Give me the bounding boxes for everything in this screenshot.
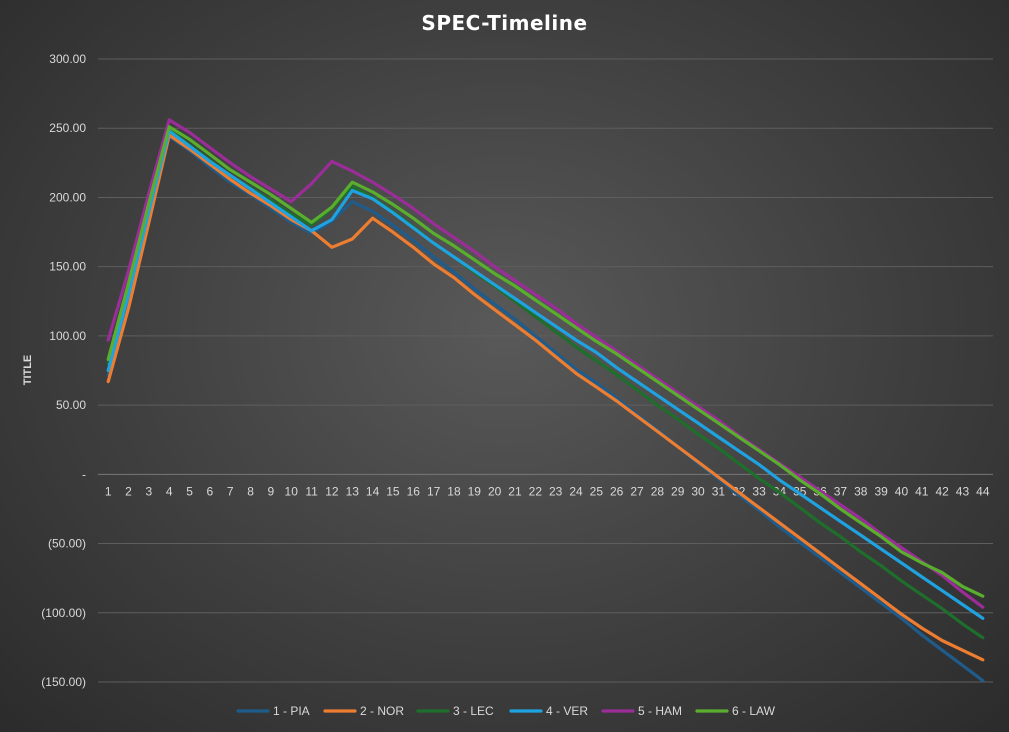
x-tick-label: 33 bbox=[752, 484, 766, 498]
x-tick-label: 4 bbox=[166, 484, 173, 498]
x-tick-label: 14 bbox=[366, 484, 380, 498]
chart-title: SPEC-Timeline bbox=[421, 11, 588, 35]
x-tick-label: 43 bbox=[956, 484, 970, 498]
x-tick-label: 1 bbox=[105, 484, 112, 498]
series-line-1-pia bbox=[106, 134, 985, 683]
x-tick-label: 9 bbox=[268, 484, 275, 498]
x-tick-label: 39 bbox=[874, 484, 888, 498]
x-tick-label: 23 bbox=[549, 484, 563, 498]
legend-label: 6 - LAW bbox=[732, 704, 776, 718]
x-tick-label: 28 bbox=[651, 484, 665, 498]
x-tick-label: 10 bbox=[285, 484, 299, 498]
x-tick-label: 41 bbox=[915, 484, 929, 498]
legend-label: 1 - PIA bbox=[273, 704, 310, 718]
x-tick-label: 19 bbox=[468, 484, 482, 498]
y-tick-label: 50.00 bbox=[56, 398, 86, 412]
x-tick-label: 13 bbox=[346, 484, 360, 498]
x-tick-label: 18 bbox=[447, 484, 461, 498]
legend-entry: 4 - VER bbox=[509, 704, 588, 718]
legend-label: 3 - LEC bbox=[453, 704, 494, 718]
y-tick-label: 200.00 bbox=[49, 190, 86, 204]
x-tick-label: 27 bbox=[630, 484, 644, 498]
x-tick-label: 42 bbox=[935, 484, 949, 498]
series-line-5-ham bbox=[106, 118, 985, 609]
x-tick-label: 7 bbox=[227, 484, 234, 498]
legend-label: 5 - HAM bbox=[638, 704, 682, 718]
x-tick-label: 26 bbox=[610, 484, 624, 498]
legend-entry: 5 - HAM bbox=[601, 704, 682, 718]
x-tick-label: 15 bbox=[386, 484, 400, 498]
series-line-6-law bbox=[106, 125, 985, 598]
x-tick-label: 40 bbox=[895, 484, 909, 498]
x-tick-label: 12 bbox=[325, 484, 339, 498]
series-line-2-nor bbox=[106, 133, 985, 662]
x-tick-label: 16 bbox=[407, 484, 421, 498]
x-tick-label: 11 bbox=[305, 484, 318, 498]
y-tick-label: (150.00) bbox=[41, 675, 86, 689]
x-tick-label: 30 bbox=[691, 484, 705, 498]
x-tick-label: 29 bbox=[671, 484, 685, 498]
x-tick-label: 20 bbox=[488, 484, 502, 498]
legend-entry: 1 - PIA bbox=[236, 704, 310, 718]
x-tick-label: 38 bbox=[854, 484, 868, 498]
x-tick-label: 21 bbox=[508, 484, 522, 498]
x-tick-label: 22 bbox=[529, 484, 543, 498]
y-tick-label: (100.00) bbox=[41, 606, 86, 620]
series-line-4-ver bbox=[106, 129, 985, 620]
x-tick-label: 5 bbox=[186, 484, 193, 498]
legend-label: 2 - NOR bbox=[360, 704, 404, 718]
x-tick-label: 17 bbox=[427, 484, 441, 498]
x-tick-label: 6 bbox=[207, 484, 214, 498]
y-tick-label: 150.00 bbox=[49, 260, 86, 274]
x-tick-label: 37 bbox=[834, 484, 848, 498]
legend-entry: 3 - LEC bbox=[416, 704, 494, 718]
y-tick-label: 100.00 bbox=[49, 329, 86, 343]
x-tick-label: 3 bbox=[146, 484, 153, 498]
series-line-3-lec bbox=[106, 128, 985, 640]
legend-entry: 2 - NOR bbox=[323, 704, 404, 718]
legend-entry: 6 - LAW bbox=[695, 704, 776, 718]
y-tick-label: (50.00) bbox=[48, 537, 86, 551]
legend-label: 4 - VER bbox=[546, 704, 588, 718]
y-tick-label: 300.00 bbox=[49, 52, 86, 66]
x-tick-label: 44 bbox=[976, 484, 990, 498]
y-tick-label: 250.00 bbox=[49, 121, 86, 135]
y-tick-label: - bbox=[82, 467, 86, 481]
x-tick-label: 25 bbox=[590, 484, 604, 498]
x-tick-label: 8 bbox=[247, 484, 254, 498]
x-tick-label: 24 bbox=[569, 484, 583, 498]
x-tick-label: 2 bbox=[125, 484, 132, 498]
x-tick-label: 31 bbox=[712, 484, 726, 498]
